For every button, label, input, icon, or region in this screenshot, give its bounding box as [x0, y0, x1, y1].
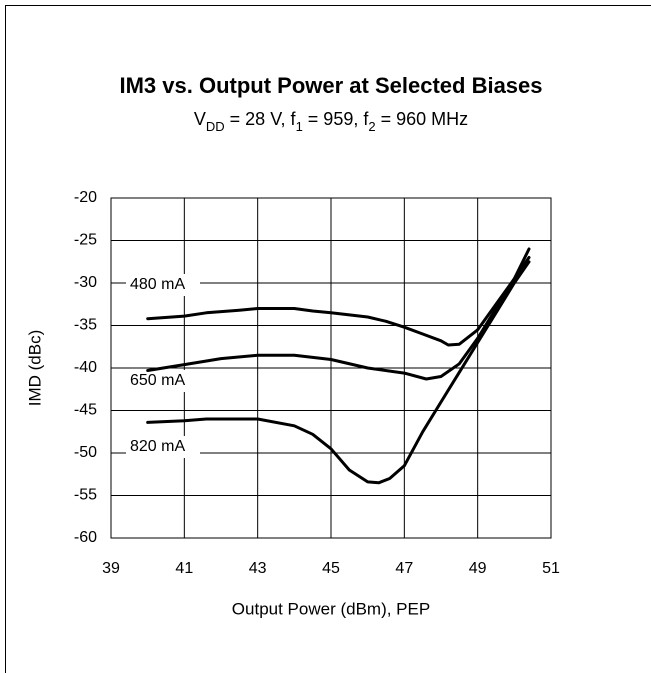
- y-tick-label: -50: [74, 444, 97, 461]
- y-tick-label: -35: [74, 317, 97, 334]
- x-tick-label: 47: [395, 560, 413, 577]
- y-tick-label: -40: [74, 359, 97, 376]
- plot-border: [110, 197, 552, 539]
- chart-subtitle: VDD = 28 V, f1 = 959, f2 = 960 MHz: [194, 109, 468, 134]
- subtitle-part: = 28 V, f: [225, 109, 297, 129]
- y-tick-label: -55: [74, 487, 97, 504]
- subscript: DD: [206, 119, 225, 134]
- series-line: [146, 247, 531, 381]
- subtitle-part: = 960 MHz: [376, 109, 469, 129]
- series-line: [146, 256, 531, 347]
- x-tick-label: 39: [102, 560, 120, 577]
- x-tick-label: 51: [542, 560, 560, 577]
- subtitle-part: = 959, f: [303, 109, 370, 129]
- y-tick-label: -20: [74, 189, 97, 206]
- legend-label: 820 mA: [130, 438, 185, 455]
- subscript: 2: [368, 119, 375, 134]
- y-tick-label: -60: [74, 529, 97, 546]
- legend-label: 650 mA: [130, 372, 185, 389]
- label-box: [126, 370, 200, 392]
- series-line: [146, 260, 531, 485]
- subtitle-part: V: [194, 109, 206, 129]
- legend-label: 480 mA: [130, 276, 185, 293]
- subscript: 1: [296, 119, 303, 134]
- x-tick-label: 49: [469, 560, 487, 577]
- chart-title: IM3 vs. Output Power at Selected Biases: [119, 73, 542, 98]
- x-axis-label: Output Power (dBm), PEP: [232, 599, 430, 618]
- x-tick-label: 45: [322, 560, 340, 577]
- x-tick-label: 43: [249, 560, 267, 577]
- y-tick-label: -25: [74, 232, 97, 249]
- x-tick-label: 41: [175, 560, 193, 577]
- y-tick-label: -45: [74, 402, 97, 419]
- label-box: [126, 274, 200, 296]
- y-tick-label: -30: [74, 274, 97, 291]
- y-axis-label: IMD (dBc): [25, 330, 44, 407]
- label-box: [126, 436, 200, 458]
- frame: [5, 5, 651, 673]
